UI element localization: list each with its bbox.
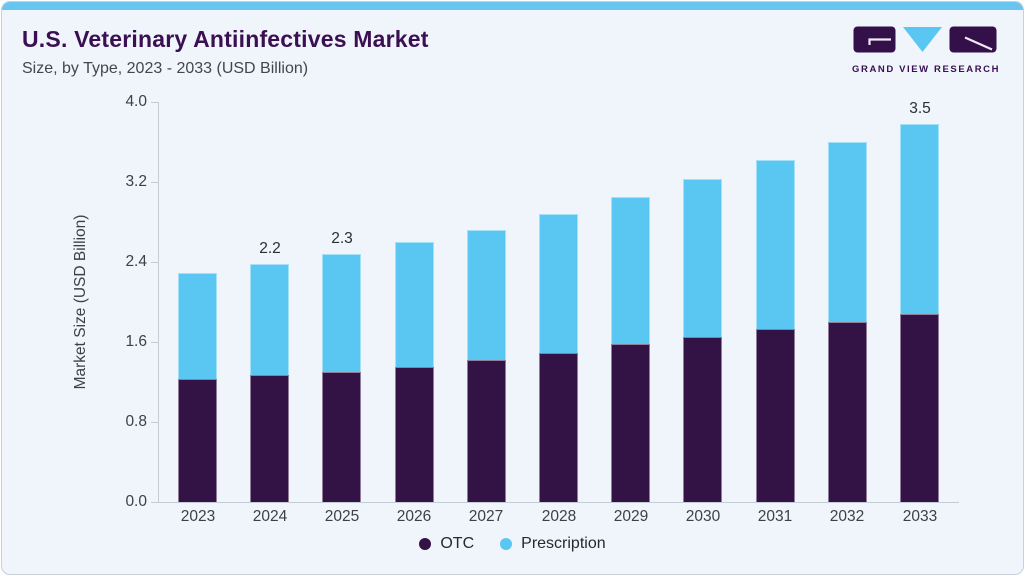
x-tick-label-2031: 2031 (757, 508, 793, 525)
x-tick-label-2025: 2025 (324, 508, 360, 525)
y-tick-mark (151, 181, 158, 183)
x-tick-label-2030: 2030 (685, 508, 721, 525)
y-tick-label: 4.0 (125, 93, 147, 110)
bar-segment-otc-2033 (900, 314, 939, 502)
bar-segment-prescription-2030 (683, 179, 722, 337)
brand-logo: GRAND VIEW RESEARCH (852, 26, 1001, 75)
legend-dot-otc-icon (419, 538, 432, 550)
y-tick-label: 1.6 (125, 333, 147, 350)
bar-segment-otc-2032 (828, 322, 867, 502)
y-tick-label: 0.0 (125, 493, 147, 510)
bar-2024 (250, 264, 289, 502)
legend-item-otc: OTC (419, 535, 474, 553)
x-tick-label-2027: 2027 (468, 508, 504, 525)
x-tick-label-2024: 2024 (252, 508, 288, 525)
bar-2033 (900, 124, 939, 502)
y-tick-mark (151, 101, 158, 103)
header: U.S. Veterinary Antiinfectives Market Si… (22, 26, 429, 78)
y-tick-label: 3.2 (125, 173, 147, 190)
bar-segment-prescription-2031 (756, 160, 795, 329)
value-label-2033: 3.5 (909, 100, 931, 117)
bar-segment-otc-2028 (539, 353, 578, 502)
bar-segment-prescription-2025 (322, 254, 361, 372)
page-title: U.S. Veterinary Antiinfectives Market (22, 26, 429, 52)
x-tick-label-2032: 2032 (829, 508, 865, 525)
bar-segment-otc-2027 (467, 360, 506, 502)
y-tick-mark (151, 421, 158, 423)
legend-dot-prescription-icon (500, 538, 513, 550)
bar-2023 (178, 273, 217, 502)
bar-2028 (539, 214, 578, 502)
y-tick-mark (151, 501, 158, 503)
chart-legend: OTC Prescription (2, 535, 1023, 553)
bar-segment-prescription-2024 (250, 264, 289, 375)
x-tick-label-2029: 2029 (613, 508, 649, 525)
bar-segment-otc-2025 (322, 372, 361, 502)
y-tick-mark (151, 261, 158, 263)
bar-segment-otc-2031 (756, 329, 795, 502)
bar-segment-otc-2023 (178, 379, 217, 502)
bar-segment-prescription-2033 (900, 124, 939, 314)
bar-2027 (467, 230, 506, 502)
bar-segment-prescription-2032 (828, 142, 867, 322)
chart-plot-area: 0.0 0.8 1.6 2.4 3.2 4.0 2023 2024 2.2 2025 2.3 2026… (125, 93, 959, 525)
x-tick-label-2026: 2026 (396, 508, 432, 525)
bar-2032 (828, 142, 867, 502)
bar-2030 (683, 179, 722, 502)
value-label-2025: 2.3 (331, 230, 353, 247)
bar-segment-otc-2029 (611, 344, 650, 502)
bar-segment-prescription-2029 (611, 197, 650, 344)
bar-segment-prescription-2028 (539, 214, 578, 353)
brand-name: GRAND VIEW RESEARCH (852, 64, 1001, 75)
bar-segment-otc-2024 (250, 375, 289, 502)
bar-2031 (756, 160, 795, 502)
bar-2029 (611, 197, 650, 502)
bar-2026 (395, 242, 434, 502)
bar-2025 (322, 254, 361, 502)
legend-item-prescription: Prescription (500, 535, 606, 553)
legend-label-prescription: Prescription (521, 535, 606, 552)
bar-segment-otc-2026 (395, 367, 434, 502)
y-axis-title: Market Size (USD Billion) (72, 214, 89, 390)
bar-segment-prescription-2023 (178, 273, 217, 379)
bar-segment-otc-2030 (683, 337, 722, 502)
y-tick-label: 0.8 (125, 413, 147, 430)
x-tick-label-2033: 2033 (902, 508, 938, 525)
bar-segment-prescription-2027 (467, 230, 506, 360)
y-tick-mark (151, 341, 158, 343)
x-tick-label-2028: 2028 (541, 508, 577, 525)
legend-label-otc: OTC (440, 535, 475, 552)
bar-segment-prescription-2026 (395, 242, 434, 367)
y-tick-label: 2.4 (125, 253, 147, 270)
x-tick-label-2023: 2023 (180, 508, 216, 525)
top-accent-bar (2, 2, 1023, 10)
value-label-2024: 2.2 (259, 240, 281, 257)
chart-subtitle: Size, by Type, 2023 - 2033 (USD Billion) (22, 60, 309, 77)
gvr-logo-icon (853, 26, 997, 53)
